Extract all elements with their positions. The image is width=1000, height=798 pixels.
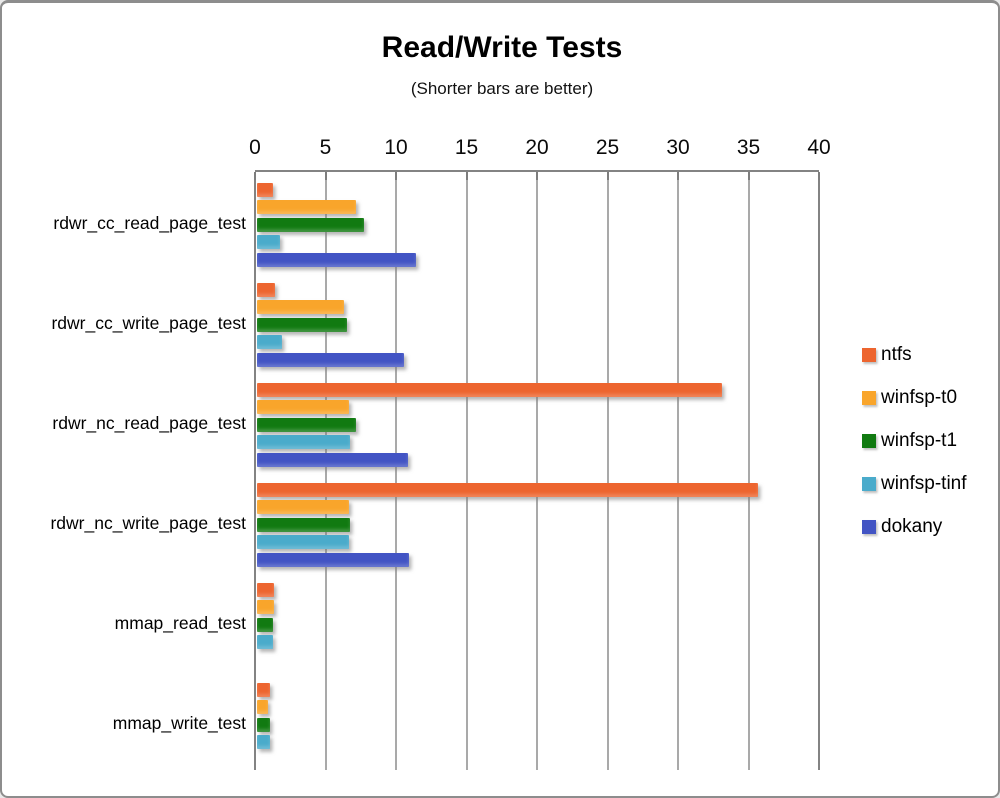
bar-ntfs-mmap_write_test	[257, 682, 270, 697]
legend-swatch-dokany	[862, 519, 876, 534]
x-tick-label-0: 0	[249, 136, 261, 159]
gridline-25	[606, 172, 609, 770]
bar-dokany-rdwr_cc_read_page_test	[257, 252, 417, 267]
axis-tick	[536, 172, 538, 180]
legend-item-dokany: dokany	[862, 516, 967, 537]
bar-winfsp-tinf-rdwr_nc_write_page_test	[257, 535, 349, 550]
bar-winfsp-t0-rdwr_nc_read_page_test	[257, 400, 349, 415]
bar-winfsp-t0-mmap_read_test	[257, 600, 274, 615]
gridline-5	[324, 172, 327, 770]
axis-tick	[747, 172, 750, 180]
axis-tick	[818, 172, 820, 180]
legend-swatch-winfsp-t0	[862, 390, 876, 405]
gridline-10	[395, 172, 397, 770]
bar-winfsp-t0-rdwr_nc_write_page_test	[257, 500, 349, 515]
legend-item-ntfs: ntfs	[862, 344, 967, 365]
axis-tick	[606, 172, 609, 180]
axis-tick	[324, 172, 327, 180]
bar-dokany-rdwr_nc_write_page_test	[257, 552, 410, 567]
bar-winfsp-t1-rdwr_cc_read_page_test	[257, 217, 365, 232]
gridline-0	[254, 172, 256, 770]
axis-tick	[465, 172, 468, 180]
legend-item-winfsp-t1: winfsp-t1	[862, 430, 967, 451]
bar-ntfs-mmap_read_test	[257, 582, 274, 597]
gridline-35	[747, 172, 750, 770]
x-tick-label-30: 30	[666, 136, 690, 159]
category-label-rdwr_cc_read_page_test: rdwr_cc_read_page_test	[53, 213, 246, 233]
bar-winfsp-tinf-rdwr_cc_write_page_test	[257, 335, 283, 350]
bar-dokany-rdwr_cc_write_page_test	[257, 352, 404, 367]
x-tick-label-10: 10	[384, 136, 408, 159]
axis-tick	[677, 172, 679, 180]
x-tick-label-25: 25	[595, 136, 620, 159]
bar-winfsp-tinf-rdwr_cc_read_page_test	[257, 235, 280, 250]
bar-winfsp-t0-rdwr_cc_read_page_test	[257, 200, 356, 215]
bar-winfsp-t1-mmap_read_test	[257, 617, 273, 632]
bar-ntfs-rdwr_nc_read_page_test	[257, 382, 723, 397]
chart-title: Read/Write Tests	[381, 31, 623, 64]
category-label-rdwr_nc_read_page_test: rdwr_nc_read_page_test	[52, 413, 246, 433]
category-label-mmap_read_test: mmap_read_test	[114, 613, 246, 633]
legend-swatch-ntfs	[862, 347, 876, 362]
bar-winfsp-t0-rdwr_cc_write_page_test	[257, 300, 345, 315]
bar-ntfs-rdwr_nc_write_page_test	[257, 482, 758, 497]
category-label-mmap_write_test: mmap_write_test	[112, 713, 246, 733]
plot-area	[254, 170, 820, 770]
bar-ntfs-rdwr_cc_write_page_test	[257, 282, 276, 297]
category-label-rdwr_cc_write_page_test: rdwr_cc_write_page_test	[51, 313, 246, 333]
legend-label: dokany	[881, 515, 943, 537]
legend-label: winfsp-t1	[881, 429, 958, 451]
legend-label: winfsp-tinf	[881, 472, 967, 494]
gridline-30	[677, 172, 679, 770]
bar-winfsp-tinf-rdwr_nc_read_page_test	[257, 435, 351, 450]
bar-winfsp-t1-rdwr_nc_write_page_test	[257, 517, 351, 532]
chart-subtitle: (Shorter bars are better)	[410, 79, 594, 98]
x-tick-label-15: 15	[454, 136, 479, 159]
legend-swatch-winfsp-tinf	[862, 476, 876, 491]
x-tick-label-35: 35	[736, 136, 761, 159]
legend-label: winfsp-t0	[881, 386, 958, 408]
legend-label: ntfs	[881, 343, 912, 365]
legend-swatch-winfsp-t1	[862, 433, 876, 448]
bar-winfsp-tinf-mmap_write_test	[257, 735, 270, 750]
x-tick-label-20: 20	[525, 136, 549, 159]
bar-winfsp-t1-rdwr_nc_read_page_test	[257, 417, 356, 432]
gridline-40	[818, 172, 820, 770]
legend-item-winfsp-t0: winfsp-t0	[862, 387, 967, 408]
gridline-15	[465, 172, 468, 770]
gridline-20	[536, 172, 538, 770]
axis-tick	[395, 172, 397, 180]
bar-winfsp-t1-mmap_write_test	[257, 717, 270, 732]
x-tick-label-40: 40	[807, 136, 831, 159]
bar-dokany-rdwr_nc_read_page_test	[257, 452, 408, 467]
bar-winfsp-t1-rdwr_cc_write_page_test	[257, 317, 348, 332]
legend: ntfs winfsp-t0 winfsp-t1 winfsp-tinf dokany	[862, 344, 967, 537]
axis-tick	[254, 172, 256, 180]
legend-item-winfsp-tinf: winfsp-tinf	[862, 473, 967, 494]
bar-ntfs-rdwr_cc_read_page_test	[257, 182, 273, 197]
bar-winfsp-t0-mmap_write_test	[257, 700, 269, 715]
bar-winfsp-tinf-mmap_read_test	[257, 635, 273, 650]
category-label-rdwr_nc_write_page_test: rdwr_nc_write_page_test	[50, 513, 246, 533]
x-tick-label-5: 5	[319, 136, 332, 159]
